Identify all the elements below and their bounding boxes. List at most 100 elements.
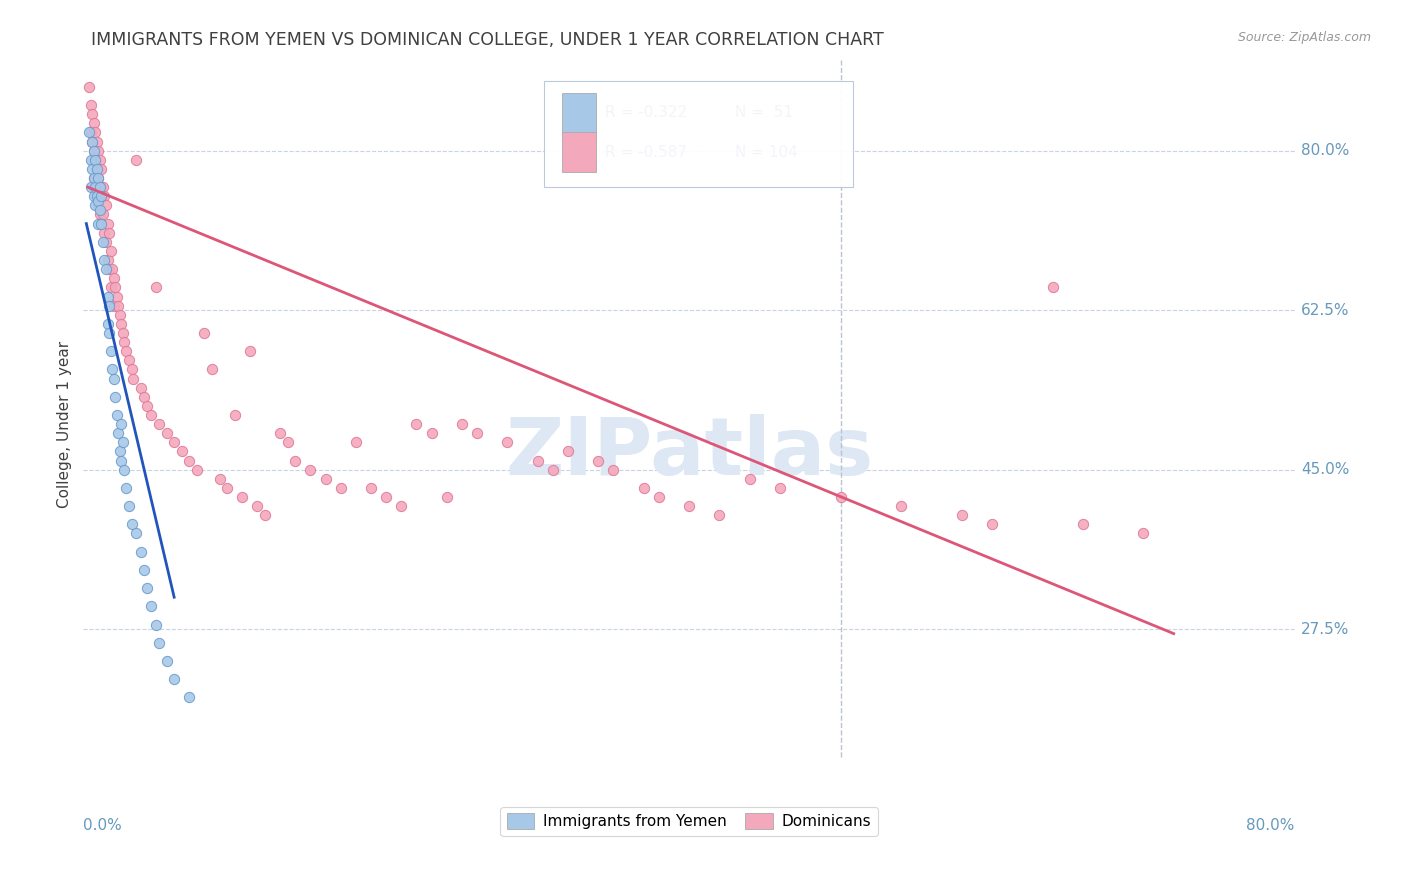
Point xyxy=(114,481,136,495)
Point xyxy=(83,189,105,203)
Point xyxy=(602,462,624,476)
Point xyxy=(155,426,177,441)
Point xyxy=(105,408,128,422)
Point xyxy=(496,435,519,450)
Text: R = -0.322: R = -0.322 xyxy=(606,105,688,120)
Point xyxy=(121,362,143,376)
Point xyxy=(420,426,443,441)
Point xyxy=(141,599,163,614)
Point xyxy=(114,344,136,359)
Point xyxy=(208,472,231,486)
Point xyxy=(86,135,108,149)
Point xyxy=(224,408,246,422)
Point xyxy=(86,189,108,203)
Point xyxy=(83,171,105,186)
Point xyxy=(98,226,121,240)
Point xyxy=(557,444,579,458)
Point xyxy=(87,194,110,208)
Point xyxy=(186,462,208,476)
Point xyxy=(179,690,201,705)
Point xyxy=(678,499,700,513)
Point xyxy=(104,390,127,404)
Point xyxy=(277,435,299,450)
Point xyxy=(129,544,152,558)
Text: 80.0%: 80.0% xyxy=(1247,818,1295,833)
Point xyxy=(344,435,367,450)
Point xyxy=(738,472,761,486)
Point xyxy=(315,472,337,486)
Point xyxy=(90,217,112,231)
Point xyxy=(112,462,135,476)
Point xyxy=(98,262,121,277)
Point xyxy=(122,371,145,385)
Point xyxy=(82,107,104,121)
Text: 45.0%: 45.0% xyxy=(1301,462,1350,477)
Point xyxy=(110,453,132,467)
Point xyxy=(253,508,276,523)
Point xyxy=(86,189,108,203)
Point xyxy=(118,499,141,513)
Point xyxy=(135,581,157,595)
Point xyxy=(648,490,671,504)
Point xyxy=(96,253,118,268)
Point xyxy=(375,490,398,504)
Point xyxy=(118,353,141,368)
Point xyxy=(87,171,110,186)
Point xyxy=(93,226,115,240)
Point xyxy=(91,180,114,194)
Point xyxy=(100,344,122,359)
Point xyxy=(108,308,131,322)
Point xyxy=(90,217,112,231)
Point xyxy=(93,253,115,268)
Point xyxy=(107,299,129,313)
Point xyxy=(110,317,132,331)
Point xyxy=(111,435,134,450)
Point xyxy=(108,444,131,458)
Point xyxy=(217,481,239,495)
Text: R = -0.587: R = -0.587 xyxy=(606,145,688,160)
Point xyxy=(87,144,110,158)
Point xyxy=(299,462,322,476)
Text: N =  51: N = 51 xyxy=(735,105,793,120)
Point xyxy=(100,244,122,258)
Point xyxy=(125,153,148,167)
Point xyxy=(231,490,253,504)
Point xyxy=(451,417,474,431)
Point xyxy=(87,217,110,231)
Point xyxy=(94,198,117,212)
Point xyxy=(89,180,111,194)
Point xyxy=(111,326,134,340)
Point xyxy=(246,499,269,513)
Point xyxy=(179,453,201,467)
FancyBboxPatch shape xyxy=(562,93,596,133)
Point xyxy=(1132,526,1154,541)
Point xyxy=(103,299,125,313)
FancyBboxPatch shape xyxy=(544,81,852,187)
Point xyxy=(80,98,103,112)
Text: N = 104: N = 104 xyxy=(735,145,797,160)
Legend: Immigrants from Yemen, Dominicans: Immigrants from Yemen, Dominicans xyxy=(501,807,877,836)
Point xyxy=(101,262,124,277)
Y-axis label: College, Under 1 year: College, Under 1 year xyxy=(58,341,72,508)
Point xyxy=(526,453,548,467)
Point xyxy=(80,126,103,140)
Point xyxy=(170,444,193,458)
Point xyxy=(107,426,129,441)
Point xyxy=(98,326,121,340)
FancyBboxPatch shape xyxy=(562,132,596,172)
Point xyxy=(950,508,973,523)
Point xyxy=(89,202,111,217)
Point xyxy=(329,481,352,495)
Point xyxy=(87,198,110,212)
Point xyxy=(125,526,148,541)
Point xyxy=(284,453,307,467)
Point xyxy=(83,144,105,158)
Point xyxy=(96,317,118,331)
Text: 62.5%: 62.5% xyxy=(1301,302,1350,318)
Point xyxy=(84,180,107,194)
Text: 27.5%: 27.5% xyxy=(1301,622,1350,637)
Point xyxy=(100,280,122,294)
Point xyxy=(94,235,117,249)
Text: ZIPatlas: ZIPatlas xyxy=(505,414,873,492)
Point xyxy=(586,453,609,467)
